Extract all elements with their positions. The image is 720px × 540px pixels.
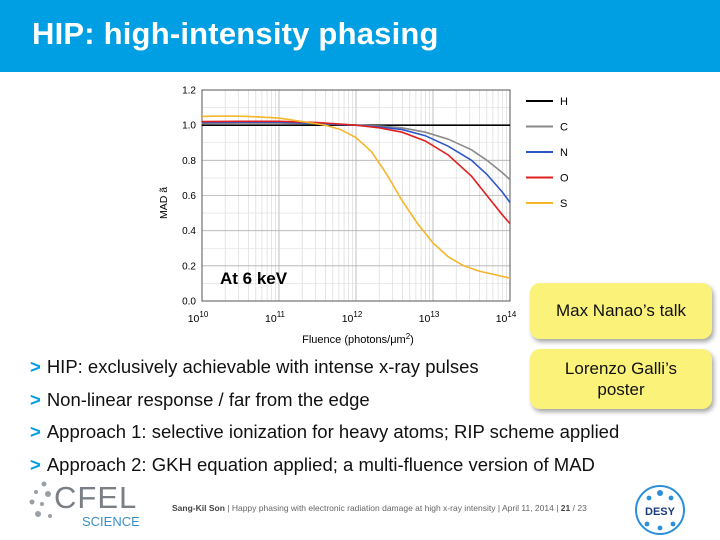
y-tick-label: 0.6 xyxy=(182,191,196,202)
bullet-item: > HIP: exclusively achievable with intens… xyxy=(30,356,479,377)
cfel-logo-word: CFEL xyxy=(54,480,138,515)
x-axis-label-mu: μ xyxy=(390,334,396,346)
footer-date: April 11, 2014 xyxy=(501,503,554,513)
y-tick-label: 1.0 xyxy=(182,121,196,132)
footer-author: Sang-Kil Son xyxy=(172,503,225,513)
bullet-list: > HIP: exclusively achievable with intens… xyxy=(30,356,619,486)
bullet-item: > Approach 1: selective ionization for he… xyxy=(30,421,620,442)
chart-legend: H C N O S xyxy=(526,96,569,210)
y-tick-label: 0.4 xyxy=(182,226,196,237)
series-line-N xyxy=(201,121,511,203)
x-tick-label: 1012 xyxy=(342,310,363,325)
legend-label-S: S xyxy=(560,198,567,210)
legend-label-O: O xyxy=(560,173,569,185)
cfel-logo-icon xyxy=(29,481,52,518)
y-tick-label: 1.2 xyxy=(182,86,196,97)
x-tick-labels: 1010 1011 1012 1013 1014 xyxy=(188,310,517,325)
y-tick-labels: 0.0 0.2 0.4 0.6 0.8 1.0 1.2 xyxy=(182,86,196,308)
sticky-note-poster: Lorenzo Galli’s poster xyxy=(530,349,712,409)
series-line-S xyxy=(201,115,511,279)
x-axis-label: Fluence (photons/μm2) xyxy=(302,332,414,346)
x-tick-label: 1010 xyxy=(188,310,209,325)
cfel-logo: CFEL SCIENCE xyxy=(26,478,146,534)
title-bar: HIP: high-intensity phasing xyxy=(0,0,720,72)
legend-label-N: N xyxy=(560,147,568,159)
chart-annotation: At 6 keV xyxy=(220,269,288,288)
x-tick-label: 1014 xyxy=(496,310,517,325)
x-tick-label: 1011 xyxy=(265,310,286,325)
bullet-arrow-icon: > xyxy=(30,356,41,377)
bullet-item: > Non-linear response / far from the edge xyxy=(30,388,370,410)
bullet-arrow-icon: > xyxy=(30,388,41,410)
mad-fluence-chart: 0.00.20.40.60.81.01.2 1010 1011 1012 1013 10… xyxy=(158,86,569,347)
plot-area-border xyxy=(201,89,511,302)
bullet-arrow-icon: > xyxy=(30,421,41,442)
x-tick-label: 1013 xyxy=(419,310,440,325)
y-axis-label: MAD ã xyxy=(158,187,170,219)
y-tick-label: 0.0 xyxy=(182,297,196,308)
y-tick-label: 0.2 xyxy=(182,261,196,272)
sticky-note-talk: Max Nanao’s talk xyxy=(530,283,712,339)
bullet-item: > Approach 2: GKH equation applied; a mul… xyxy=(30,453,595,475)
cfel-logo-sub: SCIENCE xyxy=(82,514,140,529)
legend-label-H: H xyxy=(560,96,568,108)
chart-series xyxy=(201,115,511,279)
footer-page: 21 xyxy=(560,503,571,513)
series-line-O xyxy=(201,120,511,225)
footer: Sang-Kil Son | Happy phasing with electr… xyxy=(172,503,587,513)
footer-total: 23 xyxy=(577,503,587,513)
series-line-C xyxy=(201,122,511,181)
slide-title: HIP: high-intensity phasing xyxy=(32,16,439,51)
desy-logo: DESY xyxy=(635,485,685,535)
footer-text: Happy phasing with electronic radiation … xyxy=(231,503,496,513)
desy-logo-word: DESY xyxy=(645,506,676,518)
bullet-arrow-icon: > xyxy=(30,453,41,475)
legend-label-C: C xyxy=(560,122,568,134)
y-tick-label: 0.8 xyxy=(182,156,196,167)
chart-frame xyxy=(201,89,511,302)
